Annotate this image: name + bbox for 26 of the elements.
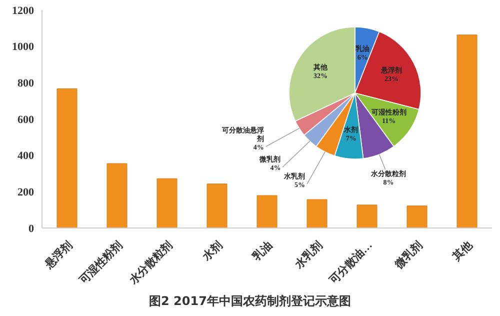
bar: [306, 199, 328, 228]
x-tick-label: 水分散粒剂: [126, 238, 175, 288]
bar: [356, 204, 378, 228]
text: 图2 2017年中国农药制剂登记示意图: [148, 293, 352, 310]
y-tick-label: 200: [18, 186, 34, 199]
bar: [156, 178, 178, 228]
x-tick-label: 可分散油…: [326, 238, 375, 288]
x-tick-label: 其他: [449, 238, 476, 264]
y-tick-label: 1000: [12, 41, 34, 54]
x-tick-label: 乳油: [249, 238, 275, 264]
y-tick-label: 800: [18, 78, 34, 90]
y-tick-label: 600: [18, 114, 34, 126]
bar: [406, 206, 428, 228]
bar: [256, 195, 278, 228]
y-tick-label: 400: [18, 150, 34, 162]
y-tick-label: 0: [28, 222, 34, 235]
y-tick-label: 1200: [12, 4, 34, 17]
x-tick-label: 微乳剂: [392, 238, 425, 272]
bar: [206, 184, 228, 228]
bar: [106, 163, 128, 228]
x-tick-label: 水乳剂: [292, 238, 325, 272]
x-tick-label: 悬浮剂: [42, 238, 75, 272]
bar: [56, 88, 78, 228]
bar: [456, 34, 478, 228]
x-tick-label: 水剂: [199, 238, 225, 264]
x-tick-label: 可湿性粉剂: [76, 238, 125, 288]
